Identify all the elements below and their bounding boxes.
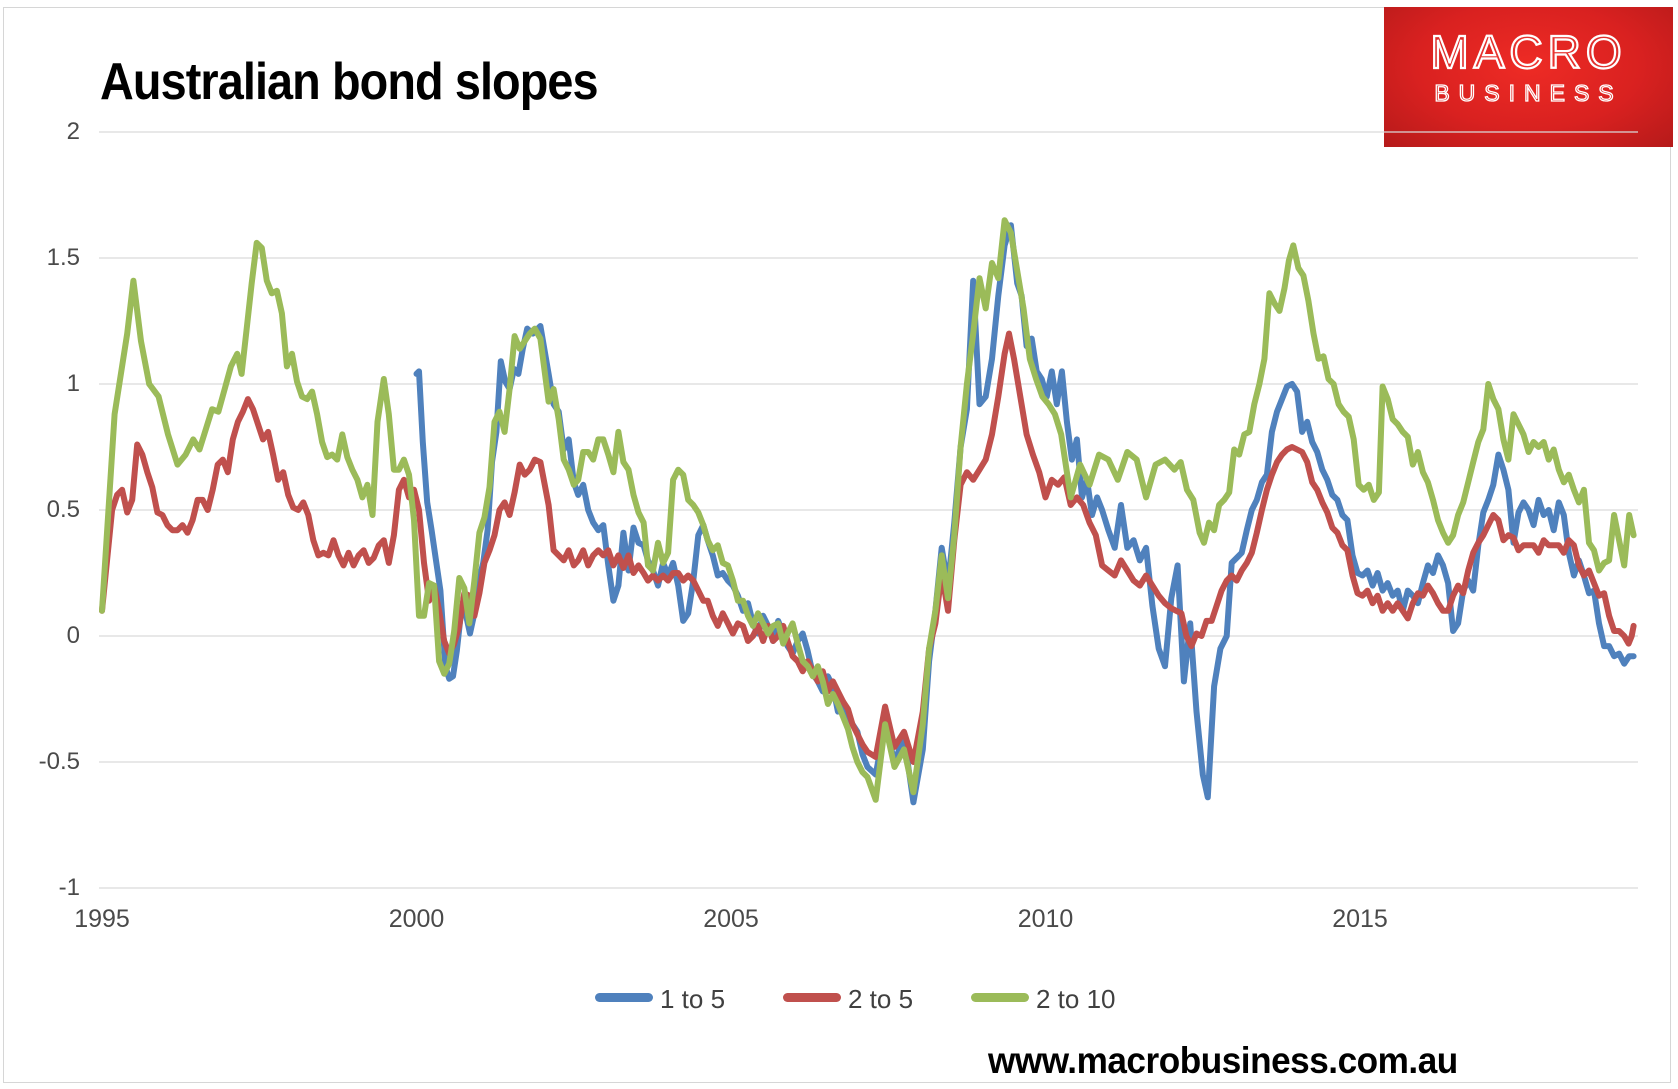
legend-label-2-to-5: 2 to 5 [848,984,914,1014]
legend-label-1-to-5: 1 to 5 [660,984,726,1014]
y-tick-label-2: 2 [66,118,80,145]
legend-swatch-2-to-5 [783,993,841,1002]
logo-text-macro: MACRO [1429,26,1627,78]
x-tick-label-2000: 2000 [388,905,445,933]
y-tick-label-1.5: 1.5 [46,244,80,271]
y-tick-label--0.5: -0.5 [38,748,80,775]
legend-label-2-to-10: 2 to 10 [1036,984,1116,1014]
legend-item-1-to-5: 1 to 5 [595,984,725,1016]
legend-item-2-to-10: 2 to 10 [971,984,1116,1016]
website-url: www.macrobusiness.com.au [988,1040,1458,1081]
y-tick-label-0.5: 0.5 [46,496,80,523]
legend-swatch-2-to-10 [971,993,1029,1002]
legend-item-2-to-5: 2 to 5 [783,984,913,1016]
x-tick-label-1995: 1995 [74,905,130,933]
macrobusiness-logo: MACRO BUSINESS [1384,7,1673,147]
chart-title: Australian bond slopes [100,53,599,111]
y-tick-label-0: 0 [66,622,80,649]
chart-frame-border [3,7,1671,1083]
x-tick-label-2010: 2010 [1017,905,1074,933]
series-line-2-to-10 [99,217,1637,803]
x-tick-label-2005: 2005 [703,905,759,933]
logo-text-business: BUSINESS [1434,80,1623,106]
series-line-2-to-5 [99,330,1637,765]
y-tick-label-1: 1 [66,370,80,397]
y-tick-label--1: -1 [58,874,80,901]
legend-swatch-1-to-5 [595,993,653,1002]
x-tick-label-2015: 2015 [1332,905,1388,933]
